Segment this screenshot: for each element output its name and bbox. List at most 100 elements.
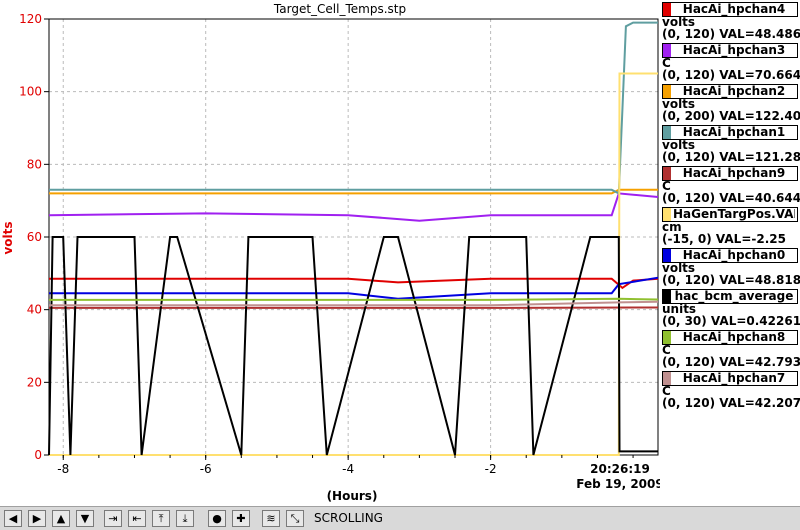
legend-name: HacAi_hpchan7 xyxy=(682,372,786,385)
legend-value: (0, 30) VAL=0.422615 xyxy=(662,314,800,328)
status-label: SCROLLING xyxy=(314,511,383,525)
y-tick-label: 0 xyxy=(34,448,42,462)
series-line-HacAi_hpchan1 xyxy=(49,21,658,195)
legend: HacAi_hpchan4 volts (0, 120) VAL=48.4863 Ha… xyxy=(660,0,800,506)
legend-name: HaGenTargPos.VAL xyxy=(673,208,795,221)
legend-units: cm xyxy=(662,220,682,234)
y-tick-label: 120 xyxy=(19,12,42,26)
legend-value: (0, 120) VAL=42.793 xyxy=(662,355,800,369)
legend-swatch xyxy=(663,290,671,303)
series-line-HacAi_hpchan0 xyxy=(49,276,659,300)
series-line-HacAi_hpchan8 xyxy=(49,297,659,301)
chart-title: Target_Cell_Temps.stp xyxy=(273,2,406,16)
legend-item[interactable]: HacAi_hpchan9 C (0, 120) VAL=40.6445 xyxy=(660,164,800,205)
zoom-in-v-button[interactable]: ⤒ xyxy=(152,510,170,527)
legend-swatch xyxy=(663,208,671,221)
series-line-HacAi_hpchan4 xyxy=(49,277,659,290)
series-line-HacAi_hpchan3 xyxy=(48,192,659,222)
legend-units: volts xyxy=(662,15,696,29)
series-line-hac_bcm_average xyxy=(48,236,658,456)
legend-swatch xyxy=(663,167,671,180)
reset-button[interactable]: ● xyxy=(208,510,226,527)
scroll-up-button[interactable]: ▲ xyxy=(52,510,70,527)
legend-swatch xyxy=(663,85,671,98)
y-axis-label: volts xyxy=(1,221,15,254)
legend-item[interactable]: HacAi_hpchan8 C (0, 120) VAL=42.793 xyxy=(660,328,800,369)
legend-name: HacAi_hpchan1 xyxy=(682,126,786,139)
legend-units: volts xyxy=(662,97,696,111)
zoom-in-h-button[interactable]: ⇥ xyxy=(104,510,122,527)
scroll-left-button[interactable]: ◀ xyxy=(4,510,22,527)
legend-item[interactable]: HaGenTargPos.VAL cm (-15, 0) VAL=-2.25 xyxy=(660,205,800,246)
y-tick-label: 80 xyxy=(27,157,42,171)
legend-item[interactable]: HacAi_hpchan7 C (0, 120) VAL=42.207 xyxy=(660,369,800,410)
legend-swatch xyxy=(663,372,671,385)
end-date-label: Feb 19, 2009 xyxy=(576,477,660,491)
x-tick-label: -6 xyxy=(200,462,212,476)
legend-name-box[interactable]: HacAi_hpchan3 xyxy=(662,43,798,58)
legend-name-box[interactable]: HacAi_hpchan8 xyxy=(662,330,798,345)
legend-units: volts xyxy=(662,138,696,152)
x-axis: -8 -6 -4 -2 xyxy=(57,455,634,476)
legend-units: C xyxy=(662,56,671,70)
x-tick-label: -2 xyxy=(485,462,497,476)
legend-swatch xyxy=(663,126,671,139)
legend-name: hac_bcm_average xyxy=(674,290,794,303)
y-tick-label: 100 xyxy=(19,85,42,99)
legend-swatch xyxy=(663,249,671,262)
legend-item[interactable]: HacAi_hpchan4 volts (0, 120) VAL=48.4863 xyxy=(660,0,800,41)
legend-item[interactable]: HacAi_hpchan3 C (0, 120) VAL=70.6641 xyxy=(660,41,800,82)
series-lines xyxy=(48,21,659,456)
stagger-button[interactable]: ≋ xyxy=(262,510,280,527)
legend-units: volts xyxy=(662,261,696,275)
end-time-label: 20:26:19 xyxy=(590,462,650,476)
y-axis: 0 20 40 60 80 100 120 xyxy=(19,12,49,462)
legend-units: C xyxy=(662,179,671,193)
scroll-right-button[interactable]: ▶ xyxy=(28,510,46,527)
legend-swatch xyxy=(663,331,671,344)
legend-value: (0, 120) VAL=40.6445 xyxy=(662,191,800,205)
legend-name-box[interactable]: HacAi_hpchan2 xyxy=(662,84,798,99)
legend-name-box[interactable]: HacAi_hpchan1 xyxy=(662,125,798,140)
zoom-out-h-button[interactable]: ⇤ xyxy=(128,510,146,527)
legend-item[interactable]: HacAi_hpchan0 volts (0, 120) VAL=48.8184 xyxy=(660,246,800,287)
legend-swatch xyxy=(663,3,671,16)
legend-name-box[interactable]: HaGenTargPos.VAL xyxy=(662,207,798,222)
series-line-HacAi_hpchan7 xyxy=(49,300,659,307)
legend-item[interactable]: HacAi_hpchan2 volts (0, 200) VAL=122.402 xyxy=(660,82,800,123)
strip-chart-plot: 0 20 40 60 80 100 120 -8 -6 -4 -2 Target_Cell_Tem… xyxy=(1,2,660,503)
scroll-down-button[interactable]: ▼ xyxy=(76,510,94,527)
legend-value: (0, 120) VAL=48.8184 xyxy=(662,273,800,287)
zoom-out-v-button[interactable]: ⤓ xyxy=(176,510,194,527)
legend-name: HacAi_hpchan2 xyxy=(682,85,786,98)
x-tick-label: -8 xyxy=(57,462,69,476)
legend-name-box[interactable]: HacAi_hpchan0 xyxy=(662,248,798,263)
legend-value: (0, 120) VAL=42.207 xyxy=(662,396,800,410)
legend-value: (-15, 0) VAL=-2.25 xyxy=(662,232,786,246)
toolbar: SCROLLING ◀ ▶ ▲ ▼ ⇥ ⇤ ⤒ ⤓ ● ✚ ≋ ⤡ xyxy=(0,506,800,530)
legend-item[interactable]: HacAi_hpchan1 volts (0, 120) VAL=121.289 xyxy=(660,123,800,164)
legend-name: HacAi_hpchan0 xyxy=(682,249,786,262)
legend-item[interactable]: hac_bcm_average units (0, 30) VAL=0.422615 xyxy=(660,287,800,328)
legend-swatch xyxy=(663,44,671,57)
legend-units: C xyxy=(662,343,671,357)
legend-value: (0, 120) VAL=121.289 xyxy=(662,150,800,164)
legend-name: HacAi_hpchan9 xyxy=(682,167,786,180)
y-tick-label: 60 xyxy=(27,230,42,244)
legend-name: HacAi_hpchan3 xyxy=(682,44,786,57)
legend-units: units xyxy=(662,302,697,316)
legend-name-box[interactable]: HacAi_hpchan4 xyxy=(662,2,798,17)
x-axis-label: (Hours) xyxy=(327,489,378,503)
y-tick-label: 20 xyxy=(27,375,42,389)
legend-value: (0, 120) VAL=70.6641 xyxy=(662,68,800,82)
legend-name-box[interactable]: hac_bcm_average xyxy=(662,289,798,304)
legend-name-box[interactable]: HacAi_hpchan7 xyxy=(662,371,798,386)
y-tick-label: 40 xyxy=(27,303,42,317)
legend-name: HacAi_hpchan8 xyxy=(682,331,786,344)
zoom-box-button[interactable]: ⤡ xyxy=(286,510,304,527)
legend-value: (0, 200) VAL=122.402 xyxy=(662,109,800,123)
legend-units: C xyxy=(662,384,671,398)
add-button[interactable]: ✚ xyxy=(232,510,250,527)
legend-name-box[interactable]: HacAi_hpchan9 xyxy=(662,166,798,181)
legend-name: HacAi_hpchan4 xyxy=(682,3,786,16)
